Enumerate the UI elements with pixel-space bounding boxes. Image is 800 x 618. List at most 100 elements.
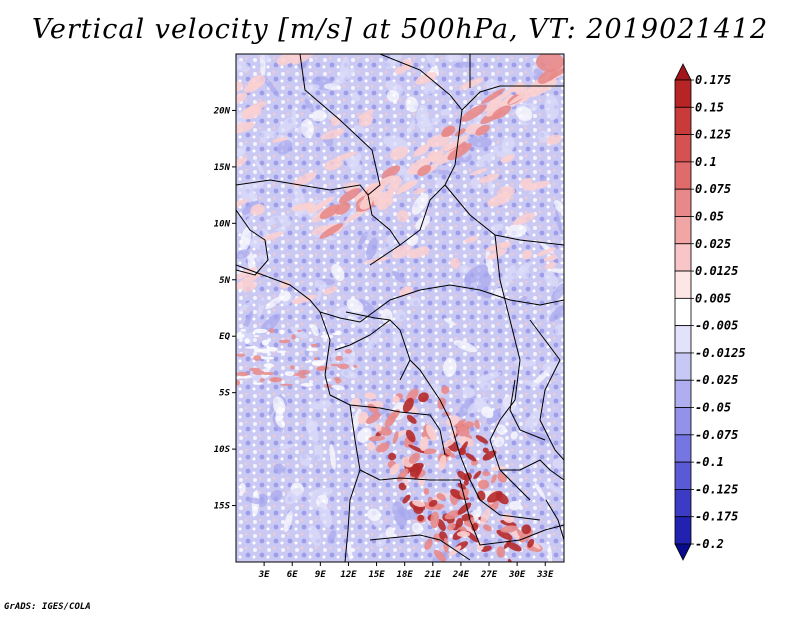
- velocity-cell: [300, 382, 314, 387]
- velocity-cell: [366, 441, 376, 451]
- velocity-cell: [419, 126, 434, 133]
- map-frame: [235, 53, 565, 563]
- velocity-cell: [305, 347, 319, 352]
- velocity-cell: [406, 414, 417, 424]
- velocity-cell: [423, 487, 430, 495]
- velocity-cell: [273, 463, 286, 475]
- velocity-cell: [405, 96, 419, 113]
- velocity-cell: [387, 413, 396, 422]
- velocity-cell: [385, 80, 404, 96]
- velocity-cell: [507, 81, 524, 93]
- velocity-cell: [419, 436, 429, 451]
- colorbar-label: -0.175: [695, 510, 738, 524]
- velocity-cell: [279, 329, 285, 334]
- velocity-cell: [543, 481, 564, 495]
- velocity-cell: [260, 356, 275, 360]
- velocity-cell: [518, 296, 528, 303]
- lon-tick-label: 9E: [315, 570, 326, 580]
- velocity-cell: [448, 545, 462, 557]
- velocity-cell: [320, 334, 334, 339]
- velocity-cell: [394, 66, 407, 75]
- velocity-cell: [486, 408, 503, 425]
- velocity-cell: [272, 396, 286, 415]
- velocity-cell: [547, 64, 564, 80]
- colorbar-label: 0.075: [695, 182, 731, 196]
- velocity-cell: [245, 346, 258, 349]
- velocity-cell: [339, 343, 346, 348]
- colorbar-segment: [674, 297, 692, 327]
- velocity-cell: [493, 436, 505, 448]
- velocity-cell: [259, 231, 284, 242]
- velocity-cell: [402, 397, 414, 413]
- velocity-cell: [314, 440, 323, 461]
- velocity-cell: [320, 128, 345, 140]
- velocity-cell: [278, 339, 291, 344]
- velocity-cell: [388, 452, 397, 461]
- velocity-cell: [368, 435, 386, 442]
- velocity-cell: [346, 298, 364, 313]
- velocity-cell: [417, 164, 432, 176]
- velocity-cell: [493, 287, 505, 299]
- velocity-cell: [278, 117, 296, 134]
- velocity-cell: [440, 109, 451, 116]
- velocity-cell: [326, 378, 332, 382]
- velocity-cell: [284, 487, 303, 505]
- velocity-cell: [253, 348, 262, 353]
- velocity-cell: [296, 126, 308, 134]
- lat-tick-label: 20N: [213, 106, 231, 116]
- velocity-cell: [297, 369, 311, 375]
- velocity-cell: [392, 332, 402, 346]
- velocity-cell: [236, 376, 243, 379]
- velocity-cell: [513, 212, 536, 225]
- velocity-cell: [299, 375, 307, 379]
- colorbar-label: -0.05: [695, 401, 731, 415]
- velocity-cell: [512, 261, 532, 279]
- velocity-cell: [458, 395, 477, 418]
- velocity-cell: [523, 180, 551, 191]
- velocity-cell: [327, 529, 336, 544]
- velocity-cell: [534, 482, 546, 500]
- velocity-cell: [515, 85, 528, 95]
- velocity-cell: [449, 257, 461, 269]
- velocity-cell: [441, 438, 455, 448]
- velocity-cell: [500, 520, 517, 527]
- velocity-cell: [333, 377, 341, 381]
- velocity-cell: [236, 333, 245, 339]
- velocity-cell: [292, 171, 317, 188]
- velocity-cell: [463, 479, 469, 486]
- velocity-cell: [253, 328, 268, 334]
- velocity-cell: [437, 518, 446, 531]
- velocity-cell: [373, 190, 394, 206]
- velocity-cell: [417, 514, 425, 522]
- velocity-cell: [269, 328, 275, 334]
- velocity-cell: [406, 119, 416, 136]
- velocity-cell: [485, 78, 499, 92]
- velocity-cell: [314, 279, 327, 290]
- colorbar-label: 0.125: [695, 128, 731, 142]
- velocity-cell: [415, 72, 438, 85]
- velocity-cell: [482, 471, 491, 477]
- velocity-cell: [291, 334, 296, 340]
- velocity-cell: [476, 542, 484, 551]
- velocity-cell: [409, 405, 419, 415]
- velocity-cell: [279, 443, 294, 450]
- velocity-cell: [351, 152, 362, 168]
- colorbar-label: -0.2: [695, 537, 724, 551]
- velocity-cell: [309, 400, 332, 410]
- velocity-cell: [480, 508, 491, 525]
- velocity-cell: [331, 263, 345, 282]
- velocity-cell: [236, 379, 241, 386]
- velocity-cell: [408, 297, 421, 307]
- velocity-cell: [441, 385, 450, 394]
- velocity-cell: [436, 493, 446, 501]
- velocity-cell: [236, 157, 247, 169]
- velocity-cell: [459, 441, 468, 454]
- velocity-cell: [243, 82, 261, 93]
- velocity-cell: [382, 54, 390, 61]
- colorbar-label: 0.0125: [695, 264, 738, 278]
- velocity-cell: [441, 127, 453, 137]
- velocity-cell: [450, 488, 463, 500]
- velocity-cell: [478, 479, 490, 490]
- velocity-cell: [319, 204, 340, 220]
- velocity-cell: [291, 54, 315, 65]
